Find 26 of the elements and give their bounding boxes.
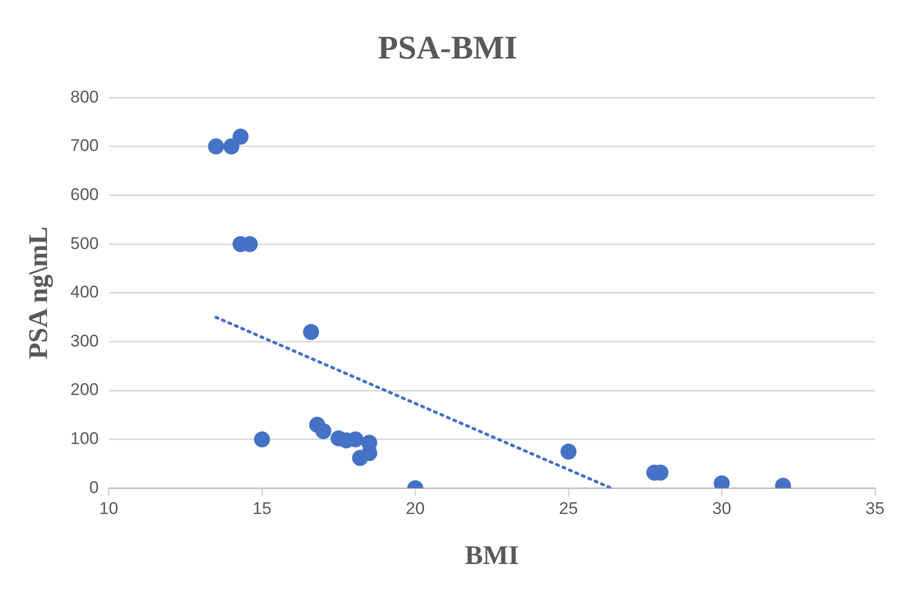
y-tick-label: 200	[70, 380, 99, 400]
x-axis-title: BMI	[464, 540, 519, 570]
point	[303, 324, 320, 340]
point	[223, 138, 240, 154]
x-tick-label: 30	[712, 499, 732, 518]
point	[560, 444, 577, 460]
y-tick-label: 300	[70, 331, 99, 350]
point	[315, 423, 332, 440]
point	[352, 450, 368, 466]
y-tick-label: 100	[70, 429, 99, 448]
point	[208, 138, 224, 154]
point	[232, 128, 249, 145]
y-tick-label: 500	[70, 234, 99, 253]
chart-title: PSA-BMI	[378, 30, 518, 66]
y-tick-label: 800	[70, 87, 99, 106]
y-axis-title: PSA ng\mL	[23, 226, 54, 360]
y-tick-label: 400	[70, 282, 99, 302]
x-tick-label: 35	[866, 499, 884, 518]
y-tick-label: 0	[89, 478, 99, 497]
x-tick-label: 15	[252, 499, 272, 518]
y-tick-label: 700	[70, 136, 99, 156]
x-tick-label: 20	[406, 499, 425, 518]
x-tick-label: 10	[99, 499, 118, 518]
point	[254, 431, 270, 448]
x-tick-label: 25	[559, 499, 578, 518]
y-tick-label: 600	[70, 184, 99, 204]
